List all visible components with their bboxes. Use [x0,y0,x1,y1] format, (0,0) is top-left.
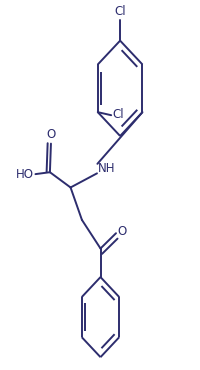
Text: HO: HO [15,168,33,181]
Text: O: O [46,128,55,141]
Text: O: O [117,225,126,238]
Text: Cl: Cl [112,108,123,121]
Text: Cl: Cl [114,5,125,18]
Text: NH: NH [97,162,114,175]
